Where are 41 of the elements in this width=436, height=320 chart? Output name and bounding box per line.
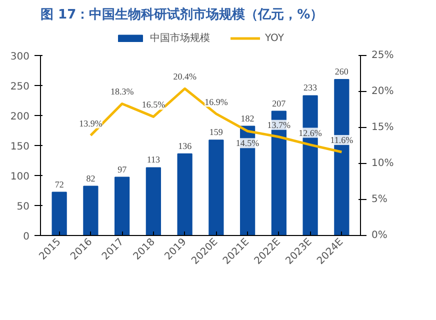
bar — [52, 192, 67, 236]
bar — [83, 186, 98, 236]
y2-tick-label: 15% — [372, 122, 394, 133]
data-label: 20.4% — [173, 72, 197, 82]
data-label: 14.5% — [236, 138, 260, 148]
y-tick-label: 250 — [10, 82, 30, 92]
bar — [114, 176, 130, 236]
data-label: 136 — [178, 140, 192, 151]
data-label: 159 — [209, 127, 224, 138]
data-label: 18.3% — [110, 86, 134, 97]
chart-title: 图 17：中国生物科研试剂市场规模（亿元，%） — [40, 6, 324, 22]
y2-tick-label: 0% — [372, 230, 388, 241]
data-label: 260 — [334, 66, 349, 76]
data-label: 13.7% — [267, 120, 292, 130]
y-tick-label: 300 — [10, 52, 30, 62]
y-tick-label: 150 — [10, 142, 30, 152]
data-label: 182 — [240, 113, 254, 124]
y-tick-label: 0 — [23, 232, 30, 242]
legend-label: YOY — [265, 32, 285, 44]
bar — [146, 167, 161, 236]
data-label: 72 — [54, 179, 64, 190]
data-label: 207 — [272, 98, 286, 108]
y2-tick-label: 5% — [372, 194, 388, 205]
bar — [177, 153, 192, 236]
data-label: 11.6% — [330, 134, 354, 145]
data-label: 13.9% — [79, 118, 103, 128]
y-tick-label: 100 — [10, 172, 30, 182]
y-tick-label: 200 — [10, 112, 30, 122]
y2-tick-label: 20% — [372, 86, 394, 97]
data-label: 97 — [118, 164, 128, 174]
y-tick-label: 50 — [16, 202, 30, 212]
data-label: 16.9% — [204, 96, 228, 107]
bar — [208, 140, 224, 236]
data-label: 12.6% — [298, 128, 322, 138]
data-label: 82 — [86, 173, 96, 184]
legend-label: 中国市场规模 — [150, 32, 210, 45]
y2-tick-label: 25% — [372, 50, 394, 61]
data-label: 233 — [304, 82, 318, 93]
y2-tick-label: 10% — [372, 158, 394, 169]
data-label: 16.5% — [142, 100, 166, 110]
data-label: 113 — [146, 154, 161, 165]
